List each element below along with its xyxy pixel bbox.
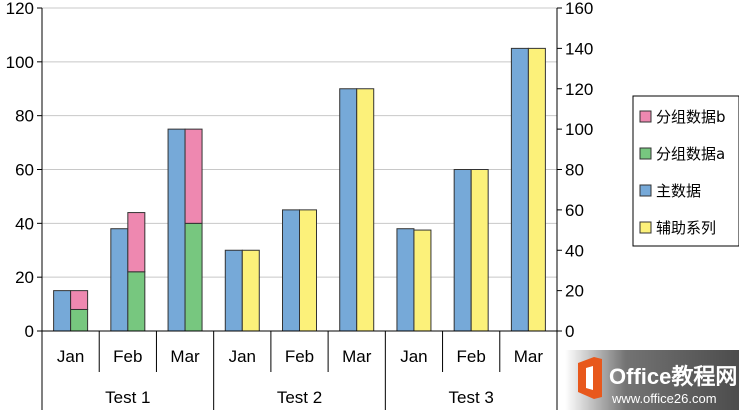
bar-main-data [110,228,129,332]
bar-group-b [184,128,203,224]
watermark-title: Office教程网 [609,364,737,389]
y2-tick-label: 120 [565,80,593,99]
axes: 0 20 40 60 80 100 120 0 20 40 60 80 100 120 140 160 Jan F… [6,0,593,410]
category-label: Feb [285,347,314,366]
y2-tick-label: 80 [565,161,584,180]
bar-main-data [53,290,72,332]
bar-group-b [70,290,89,310]
category-label: Jan [57,347,84,366]
y2-tick-label: 0 [565,322,574,341]
bar-main-data [224,249,243,332]
y2-tick-label: 140 [565,39,593,58]
bar-aux-series [299,209,317,332]
office-logo-icon [578,357,602,399]
legend-label: 分组数据a [656,145,725,163]
y-tick-label: 120 [6,0,34,18]
category-label: Mar [170,347,200,366]
group-label: Test 3 [448,388,493,407]
bar-group-a [184,222,203,332]
group-label: Test 2 [277,388,322,407]
bar-main-data [282,209,300,332]
bar-aux-series [241,249,260,332]
legend-label: 辅助系列 [656,219,716,237]
bar-aux-series [527,47,546,332]
category-label: Mar [514,347,544,366]
y-tick-label: 80 [15,107,34,126]
legend-box [632,95,739,247]
y2-tick-label: 160 [565,0,593,18]
y-tick-label: 60 [15,161,34,180]
legend-label: 主数据 [656,182,701,200]
watermark-url: www.office26.com [611,391,717,406]
y-tick-label: 0 [25,322,34,341]
legend-label: 分组数据b [656,108,726,126]
category-label: Jan [229,347,256,366]
category-label: Jan [400,347,427,366]
y-tick-label: 20 [15,268,34,287]
bar-group-a [127,271,146,332]
bar-main-data [510,47,529,332]
legend-swatch [639,184,652,197]
category-label: Mar [342,347,372,366]
y-tick-label: 40 [15,214,34,233]
legend-swatch [639,110,652,123]
bar-main-data [453,169,472,332]
watermark: Office教程网 www.office26.com [565,350,739,410]
legend-swatch [639,147,652,160]
y2-tick-label: 60 [565,201,584,220]
category-label: Feb [457,347,486,366]
legend-swatch [639,221,652,234]
bar-aux-series [413,229,432,332]
y-tick-label: 100 [6,53,34,72]
bar-main-data [167,128,186,332]
y2-tick-label: 20 [565,282,584,301]
bars [53,47,546,332]
bar-group-b [127,212,146,273]
bar-aux-series [356,88,375,332]
bar-main-data [339,88,358,332]
group-label: Test 1 [105,388,150,407]
bar-aux-series [470,169,489,332]
category-label: Feb [113,347,142,366]
y2-tick-label: 100 [565,120,593,139]
y2-tick-label: 40 [565,241,584,260]
bar-group-a [70,308,89,332]
bar-main-data [396,228,415,332]
